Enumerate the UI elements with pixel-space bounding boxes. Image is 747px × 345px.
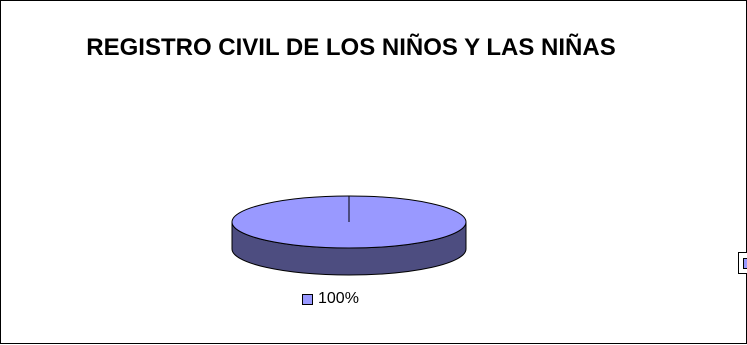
pie-slice-group — [231, 195, 467, 276]
chart-title: REGISTRO CIVIL DE LOS NIÑOS Y LAS NIÑAS — [86, 34, 616, 61]
legend: si — [738, 252, 747, 274]
data-label-swatch — [302, 293, 313, 305]
data-label: 100% — [302, 290, 359, 308]
data-label-text: 100% — [318, 290, 359, 307]
legend-swatch-si — [743, 257, 747, 269]
